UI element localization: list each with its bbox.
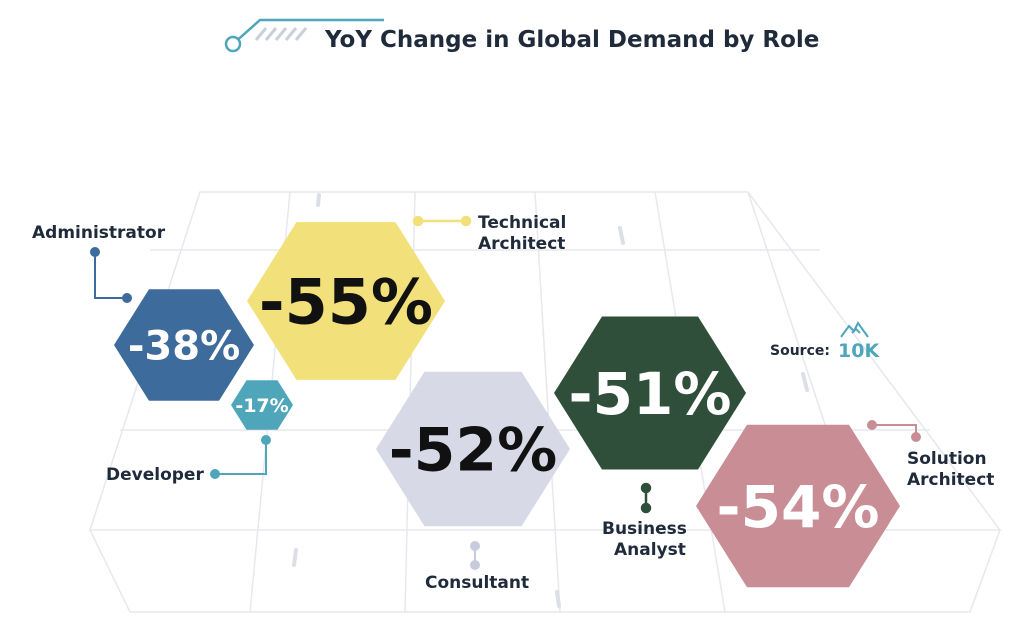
circuit-line-icon bbox=[224, 18, 384, 53]
hexagon-shape-administrator bbox=[114, 289, 254, 401]
connector-developer bbox=[210, 435, 271, 479]
hexagon-technical-architect: -55% bbox=[247, 222, 445, 380]
grid-dashes bbox=[292, 193, 809, 608]
source-credit: Source: 10K bbox=[770, 321, 880, 362]
role-labels: Administrator Technical Architect Develo… bbox=[32, 213, 994, 593]
chart-title: YoY Change in Global Demand by Role bbox=[324, 27, 819, 53]
label-business-analyst: Business Analyst bbox=[602, 519, 693, 560]
hexagon-shape-technical-architect bbox=[247, 222, 445, 380]
hexagon-business-analyst: -51% bbox=[554, 316, 746, 470]
connector-administrator bbox=[90, 247, 132, 303]
hexagon-shape-developer bbox=[231, 380, 293, 430]
connector-consultant bbox=[470, 541, 480, 570]
label-administrator: Administrator bbox=[32, 223, 166, 243]
label-solution-architect: Solution Architect bbox=[907, 449, 994, 490]
connector-technical-architect bbox=[412, 215, 472, 227]
source-logo-text: 10K bbox=[838, 340, 880, 362]
source-label: Source: bbox=[770, 343, 830, 359]
hexagon-layer: -38% -17% -55% -52%-51% -54% bbox=[114, 222, 900, 588]
label-technical-architect: Technical Architect bbox=[478, 213, 572, 254]
value-label-solution-architect: -54% bbox=[717, 473, 880, 541]
connector-business-analyst bbox=[640, 482, 652, 514]
value-label-consultant: -52% bbox=[389, 416, 558, 486]
hexagon-shape-consultant bbox=[376, 371, 570, 527]
value-label-technical-architect: -55% bbox=[259, 265, 433, 338]
hexagon-solution-architect: -54% bbox=[696, 424, 900, 588]
label-consultant: Consultant bbox=[425, 573, 529, 593]
hexagon-administrator: -38% bbox=[114, 289, 254, 401]
hexagon-shape-business-analyst bbox=[554, 316, 746, 470]
hexagon-shape-solution-architect bbox=[696, 424, 900, 588]
label-developer: Developer bbox=[106, 465, 204, 485]
connector-solution-architect bbox=[867, 420, 921, 442]
value-label-business-analyst: -51% bbox=[569, 360, 732, 428]
hexagon-consultant: -52% bbox=[376, 371, 570, 527]
mountain-icon bbox=[840, 321, 869, 338]
hexagon-developer: -17% bbox=[231, 380, 293, 430]
value-label-administrator: -38% bbox=[128, 323, 240, 369]
value-label-developer: -17% bbox=[235, 395, 288, 417]
